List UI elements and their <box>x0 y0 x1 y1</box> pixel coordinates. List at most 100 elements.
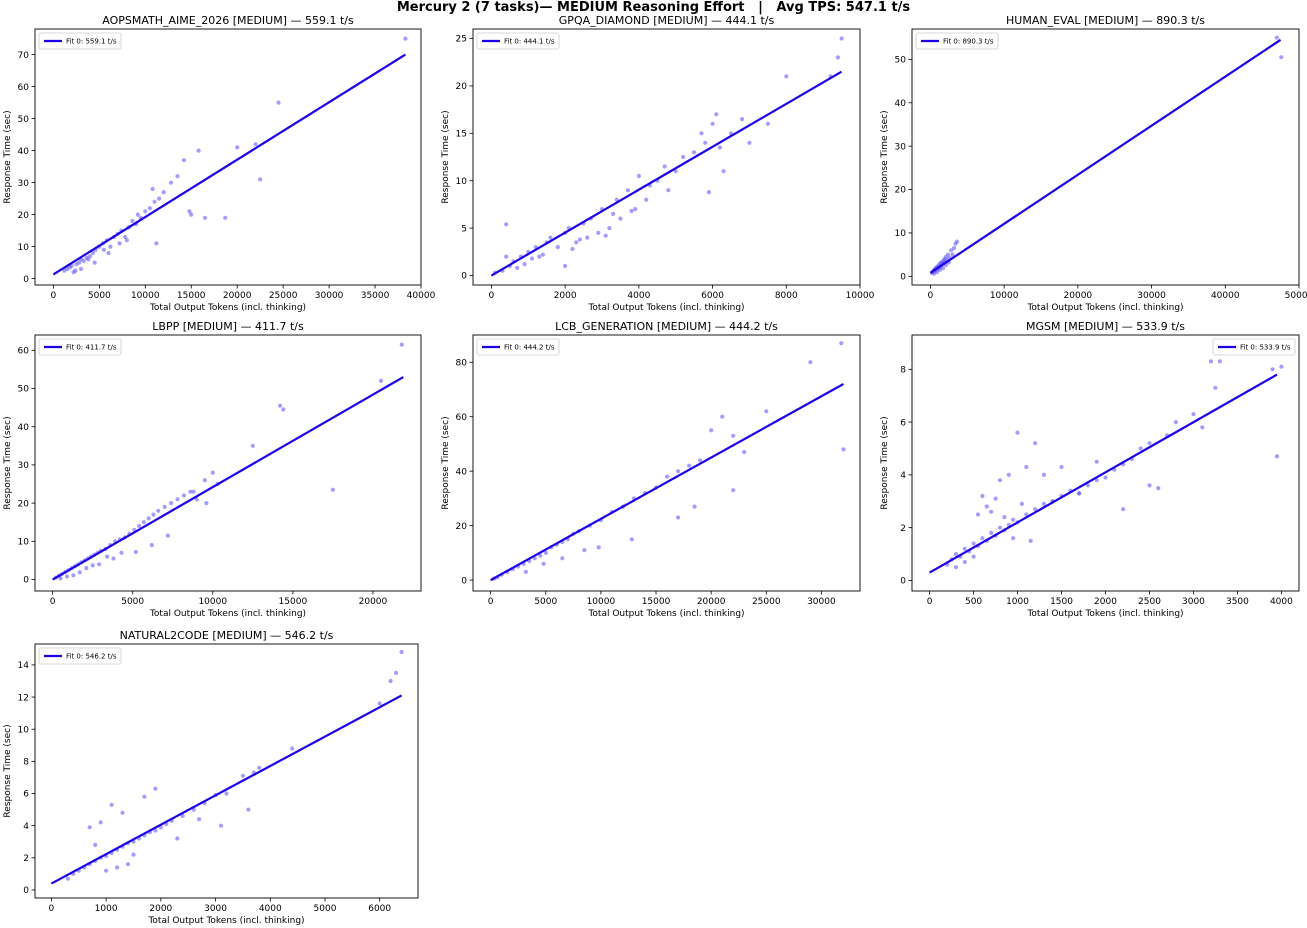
x-tick-label: 10000 <box>846 291 875 301</box>
legend-label: Fit 0: 444.2 t/s <box>504 344 555 352</box>
data-point <box>202 215 208 220</box>
data-point <box>108 244 113 249</box>
subplot-title: HUMAN_EVAL [MEDIUM] — 890.3 t/s <box>1006 14 1205 27</box>
legend-label: Fit 0: 444.1 t/s <box>504 38 555 46</box>
data-point <box>181 493 187 498</box>
data-point <box>703 140 708 145</box>
y-tick-label: 20 <box>456 522 468 532</box>
data-point <box>240 773 245 778</box>
legend: Fit 0: 444.1 t/s <box>476 32 560 50</box>
data-point <box>1147 483 1152 488</box>
data-point <box>839 36 844 41</box>
data-point <box>86 257 91 262</box>
data-point <box>149 543 154 548</box>
x-tick-label: 35000 <box>361 291 390 301</box>
data-point <box>946 252 951 257</box>
axes-frame <box>34 643 419 899</box>
x-tick-label: 30000 <box>315 291 344 301</box>
fit-line <box>490 70 843 277</box>
data-point <box>117 241 122 246</box>
data-point <box>1024 512 1029 517</box>
y-tick-label: 10 <box>456 177 468 187</box>
data-point <box>765 121 771 126</box>
legend-box <box>38 338 122 356</box>
y-axis-label: Response Time (sec) <box>880 416 890 509</box>
data-point <box>1006 472 1011 477</box>
y-tick-label: 50 <box>18 115 30 125</box>
data-point <box>537 254 542 259</box>
data-point <box>665 474 670 479</box>
data-point <box>403 36 408 41</box>
data-point <box>1270 367 1275 372</box>
data-point <box>574 240 579 245</box>
data-point <box>71 573 76 578</box>
data-point <box>720 414 725 419</box>
data-point <box>731 433 736 438</box>
data-point <box>180 813 185 819</box>
x-tick-label: 2000 <box>554 291 577 301</box>
x-tick-label: 30000 <box>807 597 836 607</box>
data-point <box>971 541 976 546</box>
data-point <box>394 670 399 676</box>
data-point <box>92 260 97 265</box>
data-point <box>984 504 989 509</box>
y-tick-label: 4 <box>900 471 906 481</box>
subplot: GPQA_DIAMOND [MEDIUM] — 444.1 t/s 0 2000 40… <box>441 14 875 313</box>
fit-line <box>52 53 406 276</box>
data-point <box>1015 430 1020 435</box>
data-point <box>377 701 382 706</box>
data-point <box>188 489 193 494</box>
data-point <box>218 823 224 828</box>
data-point <box>633 207 638 212</box>
y-tick-label: 50 <box>895 56 907 66</box>
data-point <box>644 197 649 202</box>
data-point <box>607 226 612 231</box>
data-point <box>698 458 703 463</box>
data-point <box>953 565 959 570</box>
x-tick-label: 15000 <box>642 597 671 607</box>
data-point <box>109 802 114 807</box>
data-point <box>953 552 959 557</box>
data-point <box>962 559 967 565</box>
data-point <box>135 212 140 217</box>
data-point <box>629 537 634 542</box>
data-point <box>1121 507 1126 512</box>
data-point <box>625 188 630 193</box>
data-point <box>747 140 752 145</box>
data-point <box>65 876 70 881</box>
data-point <box>278 403 283 408</box>
data-point <box>101 247 106 252</box>
x-tick-label: 4000 <box>1270 597 1293 607</box>
x-tick-label: 5000 <box>88 291 111 301</box>
data-point <box>603 233 608 238</box>
legend: Fit 0: 890.3 t/s <box>915 32 999 50</box>
data-point <box>150 186 155 192</box>
data-point <box>989 509 994 514</box>
data-point <box>104 868 109 873</box>
data-point <box>162 504 167 509</box>
legend-label: Fit 0: 533.9 t/s <box>1240 344 1291 352</box>
x-axis-label: Total Output Tokens (incl. thinking) <box>149 609 306 619</box>
data-point <box>784 74 789 79</box>
data-point <box>1033 507 1038 512</box>
legend-label: Fit 0: 559.1 t/s <box>66 38 117 46</box>
data-point <box>189 212 194 217</box>
legend-label: Fit 0: 890.3 t/s <box>943 38 994 46</box>
y-tick-label: 40 <box>895 99 907 109</box>
data-point <box>515 265 520 270</box>
y-tick-label: 14 <box>18 661 30 671</box>
legend-label: Fit 0: 546.2 t/s <box>66 653 117 661</box>
x-tick-label: 6000 <box>701 291 724 301</box>
data-point <box>714 112 719 117</box>
data-point <box>662 164 667 169</box>
data-point <box>105 554 110 559</box>
data-point <box>839 341 844 346</box>
y-tick-label: 10 <box>18 538 30 548</box>
x-tick-label: 0 <box>49 904 55 914</box>
legend-box <box>38 32 122 50</box>
data-point <box>949 248 954 253</box>
axes-frame <box>911 28 1300 286</box>
data-point <box>194 497 199 502</box>
y-tick-label: 8 <box>900 366 906 376</box>
y-axis-label: Response Time (sec) <box>3 110 13 203</box>
